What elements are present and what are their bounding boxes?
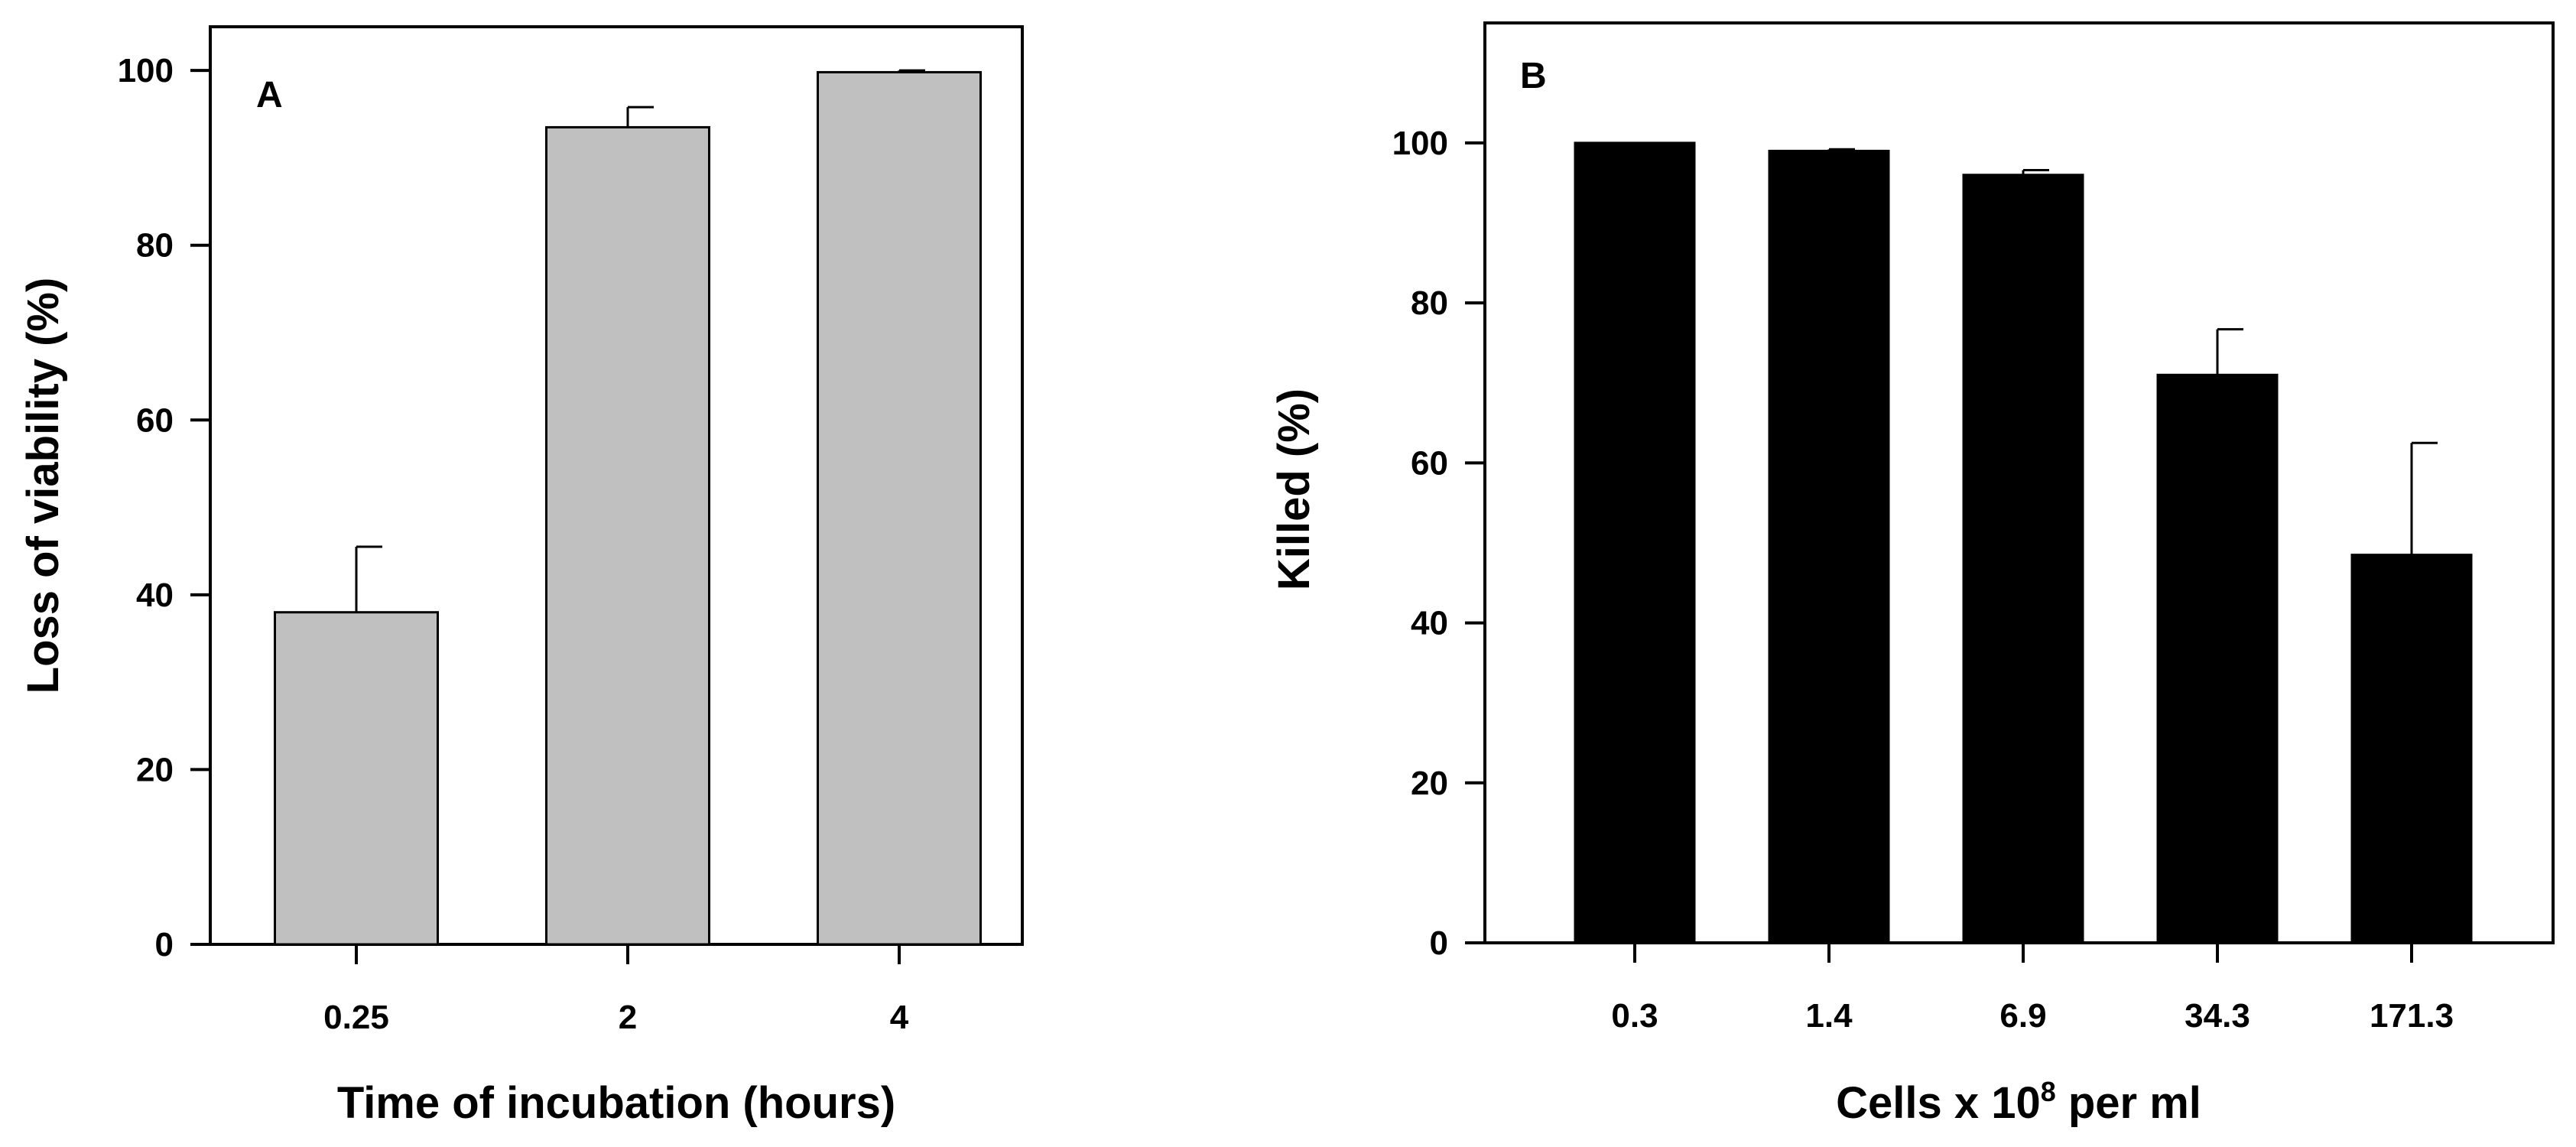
b-y-tick-label: 40 [1411,605,1448,642]
b-y-tick-label: 100 [1392,125,1448,162]
panel-a: A 0 20 40 60 80 100 0.25 2 4 Time of incubation… [18,25,1024,1128]
panel-b: B 0 20 40 60 80 100 0.3 1.4 6.9 34.3 171.3 Cells … [1269,21,2555,1128]
b-bar [1768,149,1890,944]
a-bar [545,125,710,946]
panel-b-x-title-prefix: Cells x 10 [1836,1078,2041,1128]
panel-b-bars [1574,141,2473,944]
panel-a-y-axis: 0 20 40 60 80 100 [118,52,210,963]
a-x-tick-label: 0.25 [323,999,389,1036]
b-bar [2156,373,2279,944]
panel-a-label: A [256,75,283,115]
panel-b-x-axis-title: Cells x 108 per ml [1836,1076,2201,1128]
a-y-tick-label: 40 [136,577,174,614]
panel-b-label: B [1520,56,1547,96]
a-y-tick-label: 0 [155,926,174,963]
panel-a-y-axis-title: Loss of viability (%) [18,278,68,694]
panel-a-x-axis: 0.25 2 4 [323,944,909,1036]
panel-b-x-axis: 0.3 1.4 6.9 34.3 171.3 [1611,943,2454,1035]
a-y-tick-label: 80 [136,227,174,265]
panel-b-y-axis-title: Killed (%) [1269,388,1319,590]
b-x-tick-label: 34.3 [2185,997,2250,1035]
a-y-tick-label: 20 [136,751,174,788]
b-x-tick-label: 171.3 [2370,997,2454,1035]
panel-b-x-title-suffix: per ml [2056,1078,2201,1128]
b-x-tick-label: 1.4 [1805,997,1853,1035]
a-y-tick-label: 100 [118,52,174,89]
b-y-tick-label: 20 [1411,765,1448,802]
a-y-tick-label: 60 [136,401,174,439]
a-x-tick-label: 4 [890,999,909,1036]
b-bar [1574,141,1696,944]
a-x-tick-label: 2 [619,999,637,1036]
a-bar [274,611,439,946]
b-x-tick-label: 0.3 [1611,997,1658,1035]
panel-a-x-axis-title: Time of incubation (hours) [337,1078,895,1128]
a-bar [817,70,982,946]
panel-b-y-axis: 0 20 40 60 80 100 [1392,125,1485,962]
b-bar [1962,174,2084,944]
b-y-tick-label: 0 [1430,924,1448,962]
panel-a-bars [274,69,982,946]
panel-b-x-title-exponent: 8 [2041,1076,2056,1107]
b-y-tick-label: 80 [1411,284,1448,322]
b-x-tick-label: 6.9 [1999,997,2046,1035]
b-bar [2350,554,2473,944]
b-y-tick-label: 60 [1411,444,1448,482]
